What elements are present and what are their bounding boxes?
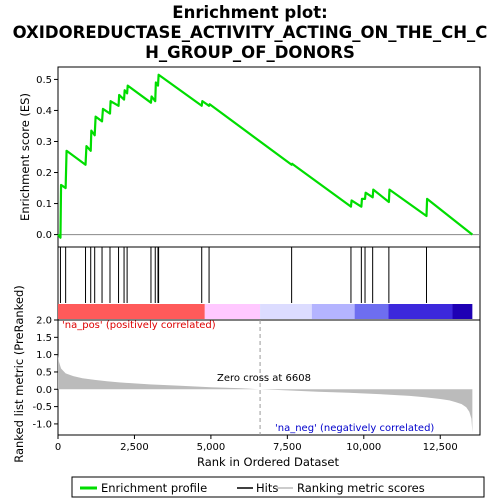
es-y-tick-label: 0.1 <box>36 199 52 210</box>
x-tick-label: 2,500 <box>120 442 149 453</box>
legend-enrichment-label: Enrichment profile <box>101 481 207 495</box>
legend-ranking-label: Ranking metric scores <box>297 481 425 495</box>
pos-correlated-label: 'na_pos' (positively correlated) <box>62 320 216 331</box>
legend-hits-label: Hits <box>256 481 278 495</box>
ranking-colorbar-segment <box>260 304 312 319</box>
es-y-tick-label: 0.0 <box>36 230 52 241</box>
ranking-colorbar-segment <box>388 304 453 319</box>
es-y-tick-label: 0.5 <box>36 75 52 86</box>
metric-panel-frame <box>57 319 481 436</box>
chart-title-line-1: Enrichment plot: <box>172 3 327 22</box>
es-panel: 0.0 0.1 0.2 0.3 0.4 0.5 <box>36 73 480 241</box>
metric-y-tick-label: 2.0 <box>36 316 52 327</box>
metric-y-tick-label: 1.0 <box>36 350 52 361</box>
x-tick-label: 12,500 <box>423 442 458 453</box>
metric-y-tick-label: -0.5 <box>32 402 52 413</box>
x-tick-label: 0 <box>55 442 61 453</box>
metric-y-tick-label: 0.0 <box>36 385 52 396</box>
chart-title-line-2: OXIDOREDUCTASE_ACTIVITY_ACTING_ON_THE_CH… <box>13 23 488 42</box>
zero-cross-label: Zero cross at 6608 <box>217 373 311 384</box>
enrichment-profile-line <box>57 73 474 239</box>
hits-panel <box>58 247 473 319</box>
x-axis-label: Rank in Ordered Dataset <box>197 455 340 469</box>
metric-y-tick-label: 1.5 <box>36 333 52 344</box>
x-tick-label: 5,000 <box>197 442 226 453</box>
ranking-colorbar-segment <box>311 304 355 319</box>
es-y-tick-label: 0.4 <box>36 106 52 117</box>
neg-correlated-label: 'na_neg' (negatively correlated) <box>275 423 434 434</box>
ranking-colorbar-segment <box>452 304 473 319</box>
chart-title-line-3: H_GROUP_OF_DONORS <box>145 43 355 62</box>
ranking-metric-area <box>58 354 473 433</box>
ranking-colorbar-segment <box>204 304 261 319</box>
es-panel-frame <box>57 66 481 248</box>
x-tick-label: 10,000 <box>346 442 381 453</box>
es-y-axis-label: Enrichment score (ES) <box>18 93 32 221</box>
es-y-tick-label: 0.2 <box>36 168 52 179</box>
x-tick-label: 7,500 <box>273 442 302 453</box>
legend-box <box>71 476 485 498</box>
metric-y-tick-label: 0.5 <box>36 367 52 378</box>
metric-panel: -1.0 -0.5 0.0 0.5 1.0 1.5 2.0 0 2,500 5,000 7,500 1… <box>32 316 473 453</box>
ranking-colorbar-segment <box>58 304 205 319</box>
metric-y-axis-label: Ranked list metric (PreRanked) <box>12 285 26 463</box>
metric-y-tick-label: -1.0 <box>32 419 52 430</box>
es-y-tick-label: 0.3 <box>36 137 52 148</box>
ranking-colorbar-segment <box>354 304 389 319</box>
